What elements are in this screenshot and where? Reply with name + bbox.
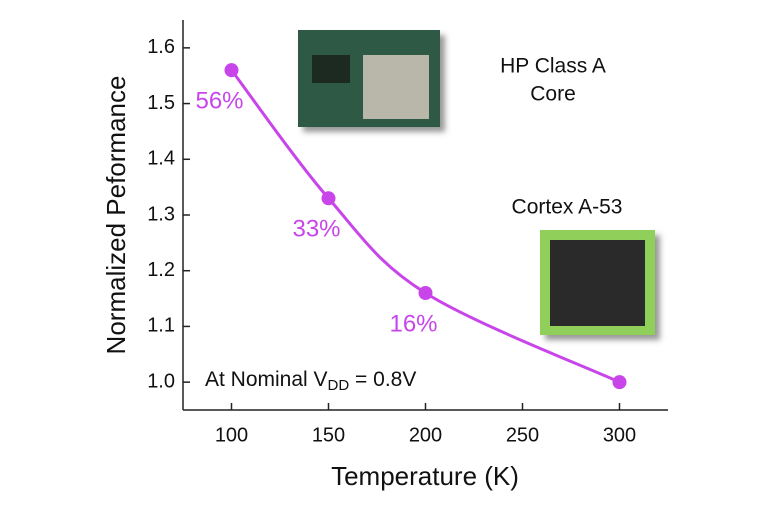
board-photo (298, 30, 440, 127)
percent-label: 33% (292, 216, 340, 243)
nominal-note: At Nominal VDD = 0.8V (205, 368, 416, 394)
data-point (612, 375, 627, 390)
y-tick-label: 1.4 (147, 148, 175, 170)
series-line (230, 69, 621, 384)
y-axis-label: Normalized Peformance (101, 76, 131, 355)
percent-label: 16% (389, 310, 437, 337)
note-main: At Nominal V (205, 368, 328, 391)
x-tick-label: 100 (215, 424, 248, 446)
cortex-label: Cortex A-53 (512, 196, 623, 219)
y-tick-label: 1.3 (147, 203, 175, 225)
note-sub: DD (328, 377, 350, 394)
x-tick-label: 250 (506, 424, 539, 446)
note-rest: = 0.8V (349, 368, 416, 391)
percent-label: 56% (195, 87, 243, 114)
x-tick-label: 150 (312, 424, 345, 446)
y-tick-label: 1.5 (147, 92, 175, 114)
chip-photo (540, 230, 655, 335)
y-tick-label: 1.1 (147, 315, 175, 337)
y-tick-label: 1.6 (147, 36, 175, 58)
hp-label-1: HP Class A (500, 55, 606, 78)
data-point (418, 286, 433, 300)
y-tick-label: 1.0 (147, 370, 175, 392)
hp-label-2: Core (530, 83, 576, 106)
data-point (224, 63, 239, 78)
y-tick-label: 1.2 (147, 259, 175, 281)
x-tick-label: 300 (603, 424, 636, 446)
x-axis-label: Temperature (K) (331, 461, 519, 491)
x-tick-label: 200 (409, 424, 442, 446)
data-point (321, 191, 336, 206)
